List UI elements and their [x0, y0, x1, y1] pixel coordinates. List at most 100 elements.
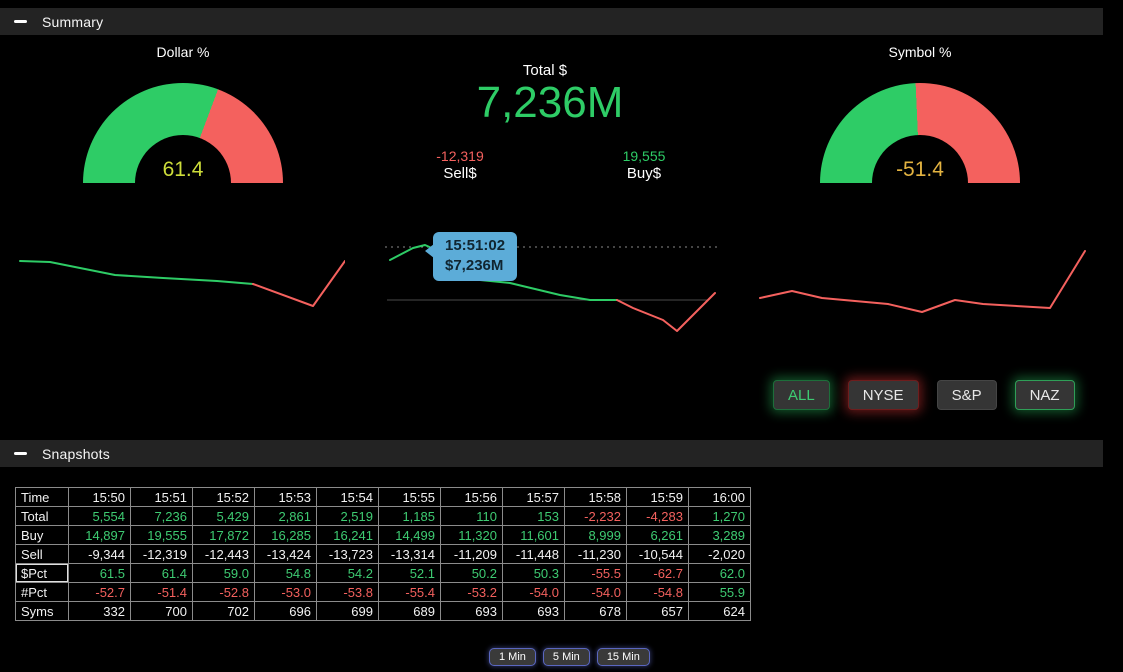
table-cell: 54.8: [254, 563, 317, 583]
exchange-button-nyse[interactable]: NYSE: [847, 380, 919, 410]
table-row: Buy 14,897 19,555 17,872 16,285 16,241 14,499 1…: [15, 525, 751, 545]
table-cell: 19,555: [130, 525, 193, 545]
table-cell: -53.0: [254, 582, 317, 602]
row-label[interactable]: Time: [15, 487, 69, 507]
row-label[interactable]: #Pct: [15, 582, 69, 602]
table-cell: 50.2: [440, 563, 503, 583]
chart-tooltip: 15:51:02 $7,236M: [424, 232, 518, 281]
sell-label: Sell$: [443, 165, 477, 182]
table-row: Total 5,554 7,236 5,429 2,861 2,519 1,185 110 15…: [15, 506, 751, 526]
table-cell: 15:52: [192, 487, 255, 507]
table-cell: -12,319: [130, 544, 193, 564]
table-cell: 110: [440, 506, 503, 526]
symbol-sparkline[interactable]: [745, 228, 1110, 338]
table-cell: 5,554: [68, 506, 131, 526]
table-cell: 54.2: [316, 563, 379, 583]
table-row: Syms 332 700 702 696 699 689 693 693 678 657 624: [15, 601, 751, 621]
tooltip-time: 15:51:02: [445, 237, 506, 254]
table-cell: 699: [316, 601, 379, 621]
table-cell: 52.1: [378, 563, 441, 583]
tooltip-value: $7,236M: [445, 257, 504, 274]
exchange-button-naz[interactable]: NAZ: [1014, 380, 1075, 410]
buy-value: 19,555: [622, 148, 666, 164]
interval-button-15min[interactable]: 15 Min: [596, 648, 650, 666]
table-cell: 657: [626, 601, 689, 621]
table-cell: -2,020: [688, 544, 751, 564]
table-cell: 62.0: [688, 563, 751, 583]
row-label[interactable]: $Pct: [15, 563, 69, 583]
table-cell: 693: [502, 601, 565, 621]
table-cell: -54.8: [626, 582, 689, 602]
table-cell: 5,429: [192, 506, 255, 526]
row-label[interactable]: Total: [15, 506, 69, 526]
symbol-gauge: -51.4: [820, 83, 1020, 183]
table-cell: 8,999: [564, 525, 627, 545]
row-label[interactable]: Buy: [15, 525, 69, 545]
table-row: Time 15:50 15:51 15:52 15:53 15:54 15:55 15:56 1…: [15, 487, 751, 507]
table-cell: 689: [378, 601, 441, 621]
table-cell: -12,443: [192, 544, 255, 564]
table-cell: -53.2: [440, 582, 503, 602]
snapshots-header: Snapshots: [0, 440, 1103, 467]
summary-title: Summary: [42, 13, 104, 30]
table-cell: 7,236: [130, 506, 193, 526]
buy-label: Buy$: [626, 165, 662, 182]
table-cell: -4,283: [626, 506, 689, 526]
table-cell: -10,544: [626, 544, 689, 564]
exchange-button-all[interactable]: ALL: [773, 380, 830, 410]
table-cell: -51.4: [130, 582, 193, 602]
table-cell: -55.5: [564, 563, 627, 583]
collapse-summary-icon[interactable]: [14, 20, 27, 23]
table-cell: 15:54: [316, 487, 379, 507]
table-cell: 11,601: [502, 525, 565, 545]
table-cell: -53.8: [316, 582, 379, 602]
table-cell: -54.0: [564, 582, 627, 602]
dollar-sparkline[interactable]: [15, 228, 345, 338]
table-cell: 14,897: [68, 525, 131, 545]
interval-button-5min[interactable]: 5 Min: [542, 648, 590, 666]
row-label[interactable]: Syms: [15, 601, 69, 621]
table-cell: 61.4: [130, 563, 193, 583]
table-cell: 700: [130, 601, 193, 621]
exchange-button-group: ALL NYSE S&P NAZ: [773, 380, 1075, 410]
table-cell: 15:57: [502, 487, 565, 507]
table-cell: 2,861: [254, 506, 317, 526]
snapshots-title: Snapshots: [42, 445, 110, 462]
table-cell: 1,270: [688, 506, 751, 526]
table-cell: 678: [564, 601, 627, 621]
table-cell: 624: [688, 601, 751, 621]
table-cell: 15:50: [68, 487, 131, 507]
table-row: Sell -9,344 -12,319 -12,443 -13,424 -13,723 -1…: [15, 544, 751, 564]
table-cell: 16:00: [688, 487, 751, 507]
table-cell: 16,241: [316, 525, 379, 545]
table-cell: 1,185: [378, 506, 441, 526]
symbol-gauge-value: -51.4: [896, 158, 944, 181]
table-cell: -2,232: [564, 506, 627, 526]
table-cell: 15:53: [254, 487, 317, 507]
table-cell: 332: [68, 601, 131, 621]
table-cell: -13,424: [254, 544, 317, 564]
table-cell: 59.0: [192, 563, 255, 583]
table-cell: -11,448: [502, 544, 565, 564]
snapshots-table: Time 15:50 15:51 15:52 15:53 15:54 15:55 15:56 1…: [15, 487, 751, 621]
dollar-gauge-title: Dollar %: [156, 44, 210, 60]
row-label[interactable]: Sell: [15, 544, 69, 564]
total-value: 7,236M: [476, 78, 624, 127]
total-label: Total $: [522, 62, 568, 79]
sell-value: -12,319: [436, 148, 484, 164]
interval-button-group: 1 Min 5 Min 15 Min: [489, 648, 650, 666]
table-cell: 15:59: [626, 487, 689, 507]
interval-button-1min[interactable]: 1 Min: [489, 648, 536, 666]
exchange-button-sp[interactable]: S&P: [936, 380, 997, 410]
table-cell: -13,723: [316, 544, 379, 564]
table-cell: 61.5: [68, 563, 131, 583]
collapse-snapshots-icon[interactable]: [14, 452, 27, 455]
table-cell: 17,872: [192, 525, 255, 545]
table-cell: 6,261: [626, 525, 689, 545]
table-cell: 55.9: [688, 582, 751, 602]
table-cell: 15:56: [440, 487, 503, 507]
table-cell: 702: [192, 601, 255, 621]
table-cell: -55.4: [378, 582, 441, 602]
table-cell: 50.3: [502, 563, 565, 583]
table-cell: -62.7: [626, 563, 689, 583]
